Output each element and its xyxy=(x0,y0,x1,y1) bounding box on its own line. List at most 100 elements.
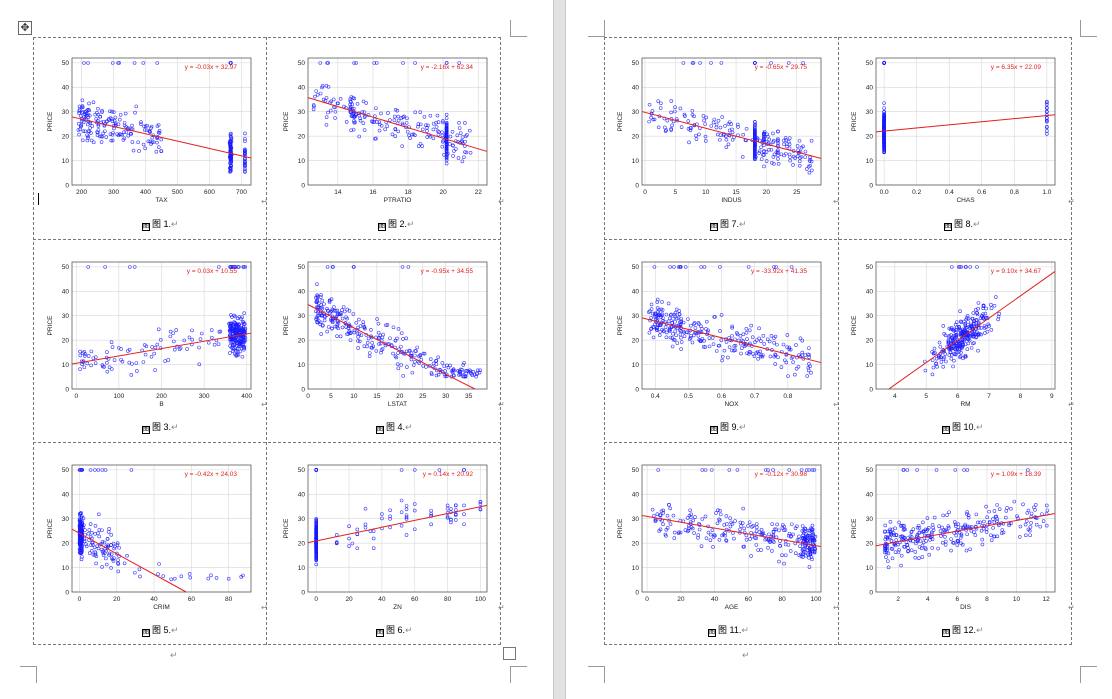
data-point xyxy=(125,553,129,558)
y-tick-label: 20 xyxy=(298,337,306,344)
caption-glyph-icon: 图 xyxy=(710,223,718,231)
data-point xyxy=(351,312,356,316)
data-point xyxy=(150,345,154,349)
data-point xyxy=(115,541,120,546)
data-point xyxy=(699,324,703,328)
data-point xyxy=(943,333,948,338)
data-point xyxy=(138,574,142,579)
data-point xyxy=(766,545,770,550)
data-point xyxy=(141,142,146,147)
plot-frame xyxy=(71,464,252,593)
data-point xyxy=(668,335,673,340)
data-point xyxy=(692,322,696,326)
data-point xyxy=(707,336,712,340)
data-point xyxy=(730,348,734,353)
table-resize-handle[interactable] xyxy=(503,647,516,660)
data-point xyxy=(885,536,890,541)
data-point xyxy=(430,372,434,377)
data-point xyxy=(344,120,349,124)
data-point xyxy=(799,154,804,159)
data-point xyxy=(949,346,953,351)
data-point xyxy=(686,127,691,131)
data-point xyxy=(793,372,797,377)
data-point xyxy=(367,354,372,359)
data-point xyxy=(236,343,241,348)
table-move-handle-icon[interactable]: ✥ xyxy=(18,21,32,35)
data-point xyxy=(784,360,789,365)
data-point xyxy=(949,548,953,553)
data-point xyxy=(656,468,661,472)
data-point xyxy=(216,265,221,269)
data-point xyxy=(89,549,94,553)
figure-caption: 图图 2.↵ xyxy=(378,219,415,231)
data-point xyxy=(409,357,414,362)
data-point xyxy=(953,352,958,356)
data-point xyxy=(882,143,886,148)
data-point xyxy=(941,364,945,369)
data-point xyxy=(440,133,445,138)
regression-equation: y = -0.42x + 24.03 xyxy=(185,471,238,478)
regression-line xyxy=(307,97,488,152)
data-point xyxy=(753,123,757,128)
data-point xyxy=(237,315,242,319)
data-point xyxy=(934,468,939,472)
data-point xyxy=(897,547,901,552)
data-point xyxy=(700,468,705,472)
data-point xyxy=(723,124,727,128)
data-point xyxy=(455,133,460,138)
data-point xyxy=(954,533,958,538)
data-point xyxy=(99,547,104,552)
x-tick-label: 100 xyxy=(811,596,822,603)
data-point xyxy=(1045,105,1049,110)
data-point xyxy=(963,524,968,528)
data-point xyxy=(965,532,969,537)
data-point xyxy=(809,370,813,375)
data-point xyxy=(400,265,405,269)
data-point xyxy=(916,523,921,528)
data-point xyxy=(96,468,101,472)
data-point xyxy=(243,131,247,136)
data-point xyxy=(421,363,425,368)
data-point xyxy=(647,102,652,107)
data-point xyxy=(694,137,699,141)
data-point xyxy=(653,322,657,327)
data-point xyxy=(434,125,439,129)
data-point xyxy=(746,265,751,269)
data-point xyxy=(326,110,330,115)
data-point xyxy=(809,138,814,143)
data-point xyxy=(407,133,411,138)
data-point xyxy=(730,325,734,330)
data-point xyxy=(797,163,802,168)
caption-glyph-icon: 图 xyxy=(378,223,386,231)
data-point xyxy=(80,111,84,115)
cell-end-mark: ↵ xyxy=(833,197,840,206)
y-tick-label: 30 xyxy=(298,313,306,320)
data-point xyxy=(89,543,93,547)
y-tick-label: 40 xyxy=(866,85,874,92)
data-point xyxy=(674,307,679,312)
data-point xyxy=(163,359,167,363)
figure-caption: 图图 9.↵ xyxy=(710,422,747,434)
data-point xyxy=(453,518,458,522)
data-point xyxy=(906,536,910,540)
data-point xyxy=(399,510,404,514)
data-point xyxy=(1028,533,1032,538)
data-point xyxy=(425,129,429,133)
data-point xyxy=(797,138,802,143)
data-point xyxy=(686,119,691,123)
y-tick-label: 20 xyxy=(632,540,640,547)
data-point xyxy=(342,309,347,314)
data-point xyxy=(1015,514,1019,519)
data-point xyxy=(404,507,409,512)
data-point xyxy=(327,300,332,304)
data-point xyxy=(964,548,969,553)
data-point xyxy=(938,344,943,349)
data-point xyxy=(372,61,377,65)
data-point xyxy=(980,542,985,547)
data-point xyxy=(941,513,945,518)
data-point xyxy=(404,533,409,537)
data-point xyxy=(206,340,211,345)
data-point xyxy=(788,158,793,163)
data-point xyxy=(156,572,160,577)
data-point xyxy=(931,528,936,532)
